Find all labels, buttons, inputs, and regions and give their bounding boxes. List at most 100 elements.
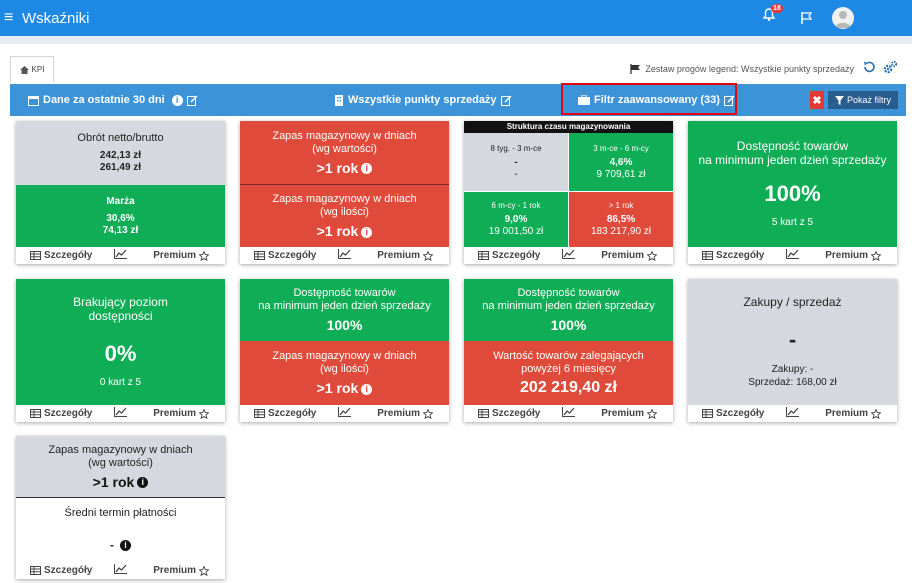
tab-kpi[interactable]: KPI	[10, 56, 54, 82]
legend-text: Zestaw progów legend: Wszystkie punkty s…	[645, 64, 854, 74]
stale-goods-section: Wartość towarów zalegających powyżej 6 m…	[464, 341, 673, 405]
payment-term-value-text: -	[110, 538, 114, 552]
premium-label: Premium	[153, 565, 196, 576]
turnover-section: Obrót netto/brutto 242,13 zł 261,49 zł	[16, 121, 225, 185]
premium-link[interactable]: Premium	[377, 250, 433, 261]
stock-value-section: Zapas magazynowy w dniach (wg wartości) …	[240, 121, 449, 185]
filter-bar: Dane za ostatnie 30 dni i Wszystkie punk…	[10, 83, 906, 116]
premium-label: Premium	[153, 250, 196, 261]
advanced-filter-label: Filtr zaawansowany (33)	[594, 94, 720, 106]
premium-link[interactable]: Premium	[601, 408, 657, 419]
stock-value-result-text: >1 rok	[92, 473, 135, 490]
premium-label: Premium	[377, 250, 420, 261]
payment-term-section: Średni termin płatności -i	[16, 498, 225, 562]
reset-icon[interactable]	[862, 60, 876, 74]
kpi-card-storage-structure[interactable]: Struktura czasu magazynowania 8 tyg. - 3…	[464, 121, 673, 264]
quadrant-value: 9 709,61 zł	[596, 168, 646, 180]
chart-icon[interactable]	[786, 249, 799, 262]
star-icon	[871, 250, 881, 261]
quadrant-label: 3 m-ce - 6 m-cy	[593, 143, 649, 153]
availability-count: 5 kart z 5	[771, 217, 814, 228]
details-link[interactable]: Szczegóły	[254, 408, 316, 419]
kpi-card-availability[interactable]: Dostępność towarów na minimum jeden dzie…	[688, 121, 897, 264]
kpi-card-purchases-sales[interactable]: Zakupy / sprzedaż - Zakupy: - Sprzedaż: …	[688, 279, 897, 422]
turnover-gross: 261,49 zł	[99, 162, 142, 173]
details-link[interactable]: Szczegóły	[478, 408, 540, 419]
quadrant-label: > 1 rok	[608, 201, 634, 210]
edit-icon[interactable]	[500, 94, 512, 106]
sales-points-filter[interactable]: Wszystkie punkty sprzedaży	[334, 84, 512, 116]
info-icon[interactable]: i	[171, 94, 183, 106]
premium-link[interactable]: Premium	[153, 408, 209, 419]
hamburger-menu-icon[interactable]: ≡	[4, 9, 14, 26]
premium-link[interactable]: Premium	[153, 565, 209, 576]
margin-percent: 30,6%	[106, 213, 135, 224]
premium-link[interactable]: Premium	[825, 408, 881, 419]
premium-link[interactable]: Premium	[601, 250, 657, 261]
info-icon[interactable]: i	[361, 226, 373, 238]
info-icon[interactable]: i	[120, 540, 131, 552]
stock-value-result: >1 rok i	[317, 160, 373, 176]
chart-icon[interactable]	[338, 407, 351, 420]
advanced-filter-highlight	[561, 83, 737, 115]
stock-qty-result-text: >1 rok	[316, 223, 359, 239]
card-footer: Szczegóły Premium	[464, 247, 673, 264]
show-filters-button[interactable]: Pokaż filtry	[828, 91, 898, 109]
info-icon[interactable]: i	[361, 383, 373, 395]
settings-gears-icon[interactable]	[882, 60, 898, 76]
kpi-card-stock-payment[interactable]: Zapas magazynowy w dniach (wg wartości) …	[16, 436, 225, 579]
premium-link[interactable]: Premium	[377, 408, 433, 419]
details-link[interactable]: Szczegóły	[30, 565, 92, 576]
chart-icon[interactable]	[114, 564, 127, 577]
date-range-filter[interactable]: Dane za ostatnie 30 dni i	[28, 84, 198, 116]
info-icon[interactable]: i	[137, 477, 149, 489]
chart-icon[interactable]	[786, 407, 799, 420]
structure-quadrant-3m-6m: 3 m-ce - 6 m-cy 4,6% 9 709,61 zł	[569, 133, 673, 191]
home-icon	[19, 65, 29, 74]
purchases-value: -	[788, 327, 797, 352]
quadrant-label: 8 tyg. - 3 m-ce	[490, 143, 542, 153]
card-footer: Szczegóły Premium	[688, 247, 897, 264]
details-link[interactable]: Szczegóły	[30, 250, 92, 261]
details-link[interactable]: Szczegóły	[702, 408, 764, 419]
stock-qty-title: Zapas magazynowy w dniach	[272, 193, 417, 205]
chart-icon[interactable]	[114, 407, 127, 420]
user-avatar[interactable]	[832, 7, 854, 29]
details-label: Szczegóły	[492, 250, 541, 261]
kpi-card-availability-stock[interactable]: Dostępność towarów na minimum jeden dzie…	[240, 279, 449, 422]
info-icon[interactable]: i	[361, 163, 373, 175]
details-link[interactable]: Szczegóły	[254, 250, 316, 261]
edit-icon[interactable]	[723, 94, 735, 106]
notification-count-badge: 18	[771, 4, 783, 13]
details-label: Szczegóły	[716, 408, 765, 419]
flag-icon[interactable]	[800, 11, 814, 25]
margin-section: Marża 30,6% 74,13 zł	[16, 185, 225, 247]
stock-qty-result: >1 rok i	[317, 223, 373, 239]
chart-icon[interactable]	[562, 249, 575, 262]
premium-label: Premium	[377, 408, 420, 419]
advanced-filter[interactable]: Filtr zaawansowany (33)	[578, 84, 735, 116]
kpi-card-stock-days[interactable]: Zapas magazynowy w dniach (wg wartości) …	[240, 121, 449, 264]
structure-quadrant-6m-1y: 6 m-cy - 1 rok 9,0% 19 001,50 zł	[464, 192, 568, 247]
details-link[interactable]: Szczegóły	[702, 250, 764, 261]
show-filters-label: Pokaż filtry	[846, 95, 891, 105]
details-link[interactable]: Szczegóły	[30, 408, 92, 419]
table-icon	[30, 409, 41, 418]
card-footer: Szczegóły Premium	[16, 247, 225, 264]
quadrant-percent: 86,5%	[606, 214, 636, 225]
edit-icon[interactable]	[186, 94, 198, 106]
premium-link[interactable]: Premium	[153, 250, 209, 261]
chart-icon[interactable]	[562, 407, 575, 420]
kpi-card-availability-stale-goods[interactable]: Dostępność towarów na minimum jeden dzie…	[464, 279, 673, 422]
notifications-bell-icon[interactable]: 18	[762, 4, 783, 28]
stock-qty-title: Zapas magazynowy w dniach	[272, 350, 417, 362]
chart-icon[interactable]	[338, 249, 351, 262]
kpi-card-missing-availability[interactable]: Brakujący poziom dostępności 0% 0 kart z…	[16, 279, 225, 422]
chart-icon[interactable]	[114, 249, 127, 262]
stock-qty-result-text: >1 rok	[316, 380, 359, 396]
table-icon	[30, 566, 41, 575]
kpi-card-turnover[interactable]: Obrót netto/brutto 242,13 zł 261,49 zł M…	[16, 121, 225, 264]
details-link[interactable]: Szczegóły	[478, 250, 540, 261]
clear-filters-button[interactable]: ✖	[810, 91, 824, 109]
premium-link[interactable]: Premium	[825, 250, 881, 261]
